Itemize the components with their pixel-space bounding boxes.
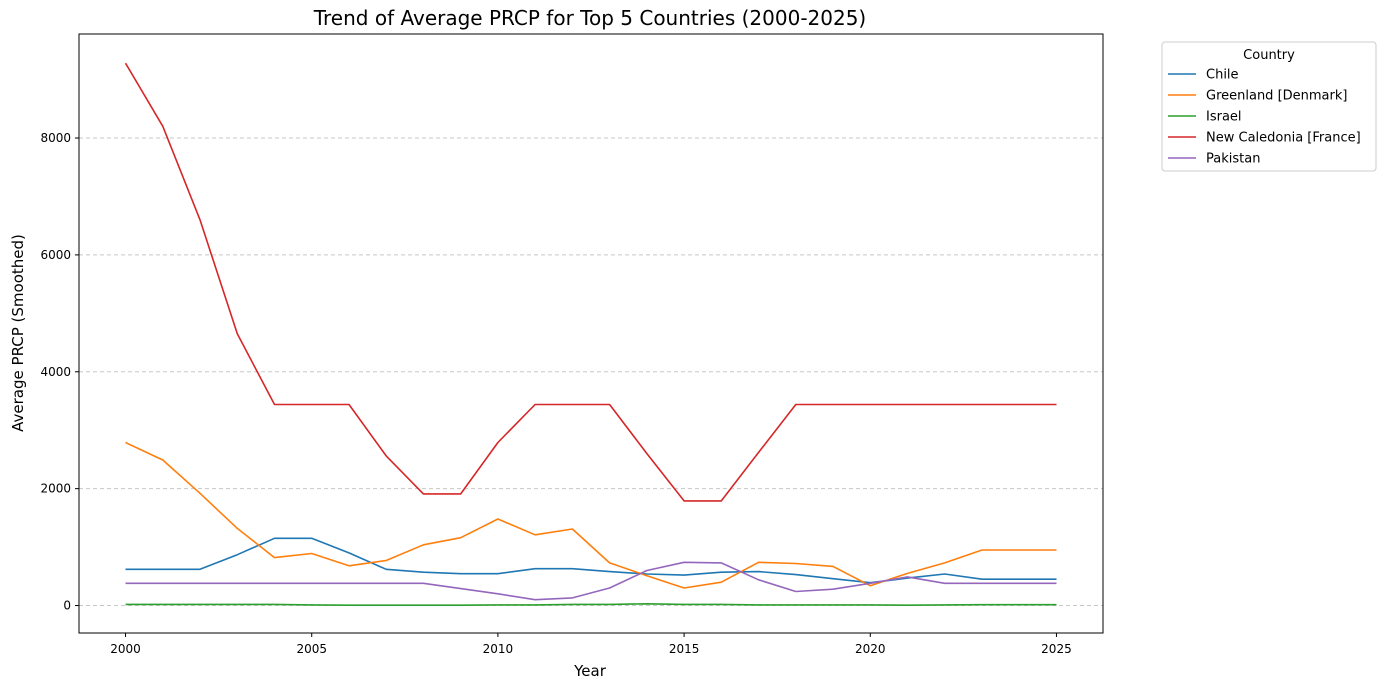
legend-title: Country [1243,48,1295,63]
legend: Country Chile Greenland [Denmark] Israel Ne… [1161,41,1377,172]
legend-box [1161,41,1377,172]
legend-label: Israel [1206,110,1242,125]
x-tick-label: 2025 [1041,642,1072,656]
legend-label: Chile [1206,68,1239,83]
y-tick-label: 6000 [40,248,71,262]
y-tick-label: 8000 [40,131,71,145]
x-tick-label: 2005 [296,642,327,656]
y-tick-label: 4000 [40,365,71,379]
y-tick-label: 2000 [40,482,71,496]
series-line-pakistan [125,561,1057,601]
x-tick-label: 2010 [483,642,514,656]
gridlines [79,137,1103,607]
legend-label: Greenland [Denmark] [1206,89,1347,104]
y-axis-ticks: 0 2000 4000 6000 8000 [40,131,79,613]
x-tick-label: 2015 [669,642,700,656]
x-tick-label: 2020 [855,642,886,656]
series-line-greenland-denmark [125,441,1057,589]
legend-items: Chile Greenland [Denmark] Israel New Caledo… [1168,68,1361,167]
series-line-new-caledonia-france [124,62,1057,502]
series-line-israel [125,602,1057,607]
x-axis-label: Year [573,662,607,680]
legend-label: New Caledonia [France] [1206,131,1361,146]
x-axis-ticks: 2000 2005 2010 2015 2020 2025 [110,633,1072,656]
chart-title: Trend of Average PRCP for Top 5 Countrie… [313,6,866,30]
y-tick-label: 0 [63,599,71,613]
series-line-chile [125,537,1057,584]
x-tick-label: 2000 [110,642,141,656]
plot-frame [78,33,1104,634]
y-axis-label: Average PRCP (Smoothed) [9,234,27,432]
legend-label: Pakistan [1206,152,1260,167]
series-lines [124,62,1057,607]
